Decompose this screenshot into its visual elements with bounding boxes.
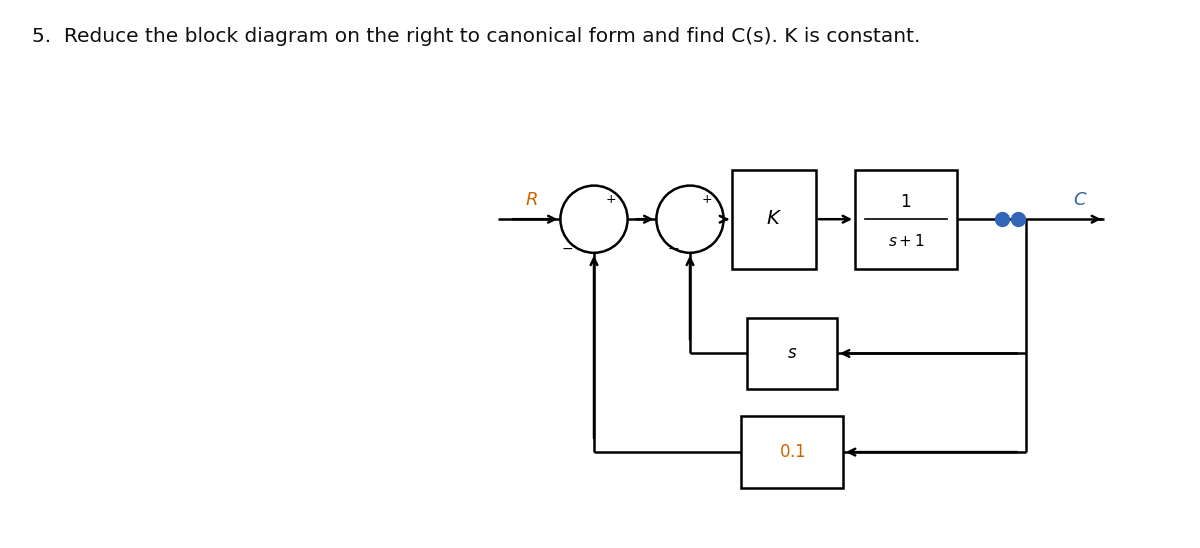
Text: $+$: $+$ (701, 192, 713, 206)
FancyBboxPatch shape (854, 170, 958, 269)
Text: $1$: $1$ (900, 193, 912, 212)
Text: $0.1$: $0.1$ (779, 443, 805, 461)
Text: $-$: $-$ (562, 241, 574, 255)
Text: 5.  Reduce the block diagram on the right to canonical form and find C(s). K is : 5. Reduce the block diagram on the right… (32, 27, 920, 47)
Text: $K$: $K$ (766, 210, 782, 228)
Text: $+$: $+$ (605, 192, 617, 206)
Text: $s$: $s$ (787, 345, 797, 362)
Text: $C$: $C$ (1073, 191, 1087, 209)
FancyBboxPatch shape (742, 416, 842, 488)
FancyBboxPatch shape (748, 318, 838, 389)
FancyBboxPatch shape (732, 170, 816, 269)
Text: $-$: $-$ (667, 241, 679, 255)
Text: $R$: $R$ (526, 191, 538, 209)
Text: $s+1$: $s+1$ (888, 233, 924, 249)
